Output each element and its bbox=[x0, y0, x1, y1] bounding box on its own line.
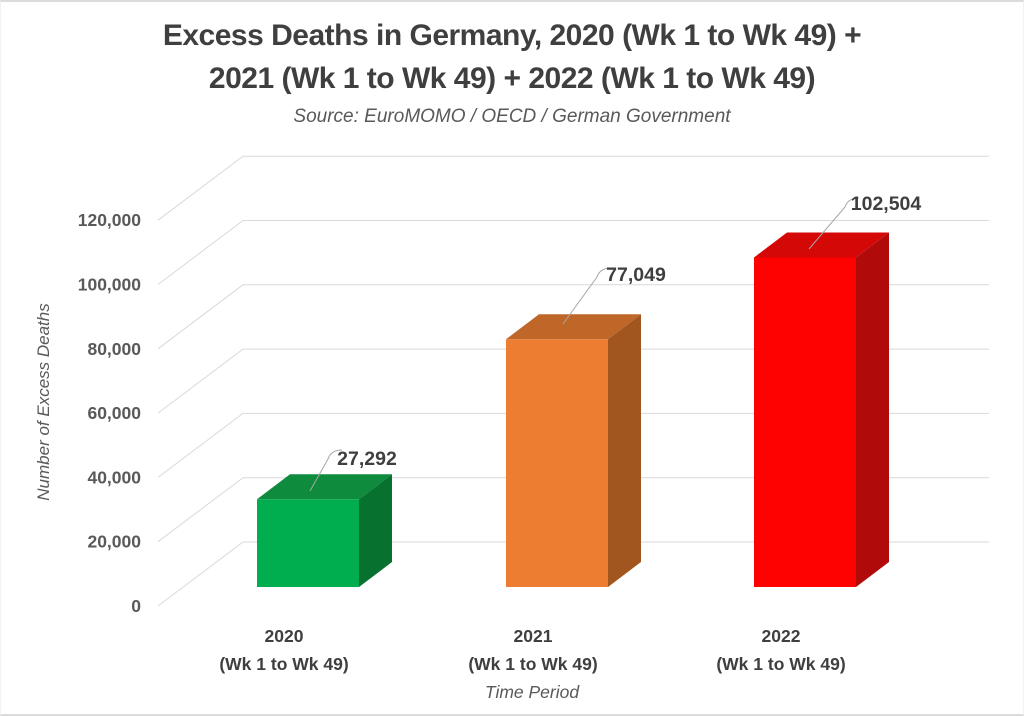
bar-side-2021 bbox=[608, 314, 641, 587]
x-category-year-2021: 2021 bbox=[514, 626, 553, 646]
bar-top-2021 bbox=[506, 314, 641, 340]
x-category-range-2021: (Wk 1 to Wk 49) bbox=[468, 654, 597, 674]
y-tick-label-100000: 100,000 bbox=[78, 275, 142, 295]
data-label-2021: 77,049 bbox=[606, 264, 666, 286]
gridline-120000 bbox=[157, 155, 989, 221]
y-tick-label-60000: 60,000 bbox=[87, 403, 141, 423]
y-tick-label-80000: 80,000 bbox=[87, 339, 141, 359]
x-category-year-2022: 2022 bbox=[762, 626, 801, 646]
bar-side-2022 bbox=[856, 232, 889, 587]
x-axis-title: Time Period bbox=[485, 682, 580, 702]
data-label-leader-2020 bbox=[309, 449, 343, 492]
y-tick-label-120000: 120,000 bbox=[78, 210, 142, 230]
bar-side-2020 bbox=[359, 474, 392, 587]
gridline-60000 bbox=[157, 348, 989, 414]
x-category-range-2020: (Wk 1 to Wk 49) bbox=[219, 654, 348, 674]
data-label-2022: 102,504 bbox=[851, 193, 922, 215]
x-category-year-2020: 2020 bbox=[265, 626, 304, 646]
y-axis-title: Number of Excess Deaths bbox=[34, 303, 53, 501]
chart-source-subtitle: Source: EuroMOMO / OECD / German Governm… bbox=[293, 106, 731, 127]
chart-title: Excess Deaths in Germany, 2020 (Wk 1 to … bbox=[1, 14, 1023, 100]
chart-title-line-2: 2021 (Wk 1 to Wk 49) + 2022 (Wk 1 to Wk … bbox=[208, 62, 816, 95]
x-category-range-2022: (Wk 1 to Wk 49) bbox=[716, 654, 845, 674]
bar-2021 bbox=[506, 339, 608, 587]
data-label-leader-2021 bbox=[562, 267, 612, 325]
data-label-2020: 27,292 bbox=[337, 448, 397, 470]
bar-2020 bbox=[257, 499, 359, 587]
y-tick-label-0: 0 bbox=[131, 596, 141, 616]
gridline-0 bbox=[157, 541, 989, 607]
gridline-20000 bbox=[157, 477, 989, 543]
y-tick-label-40000: 40,000 bbox=[87, 467, 141, 487]
chart-title-line-1: Excess Deaths in Germany, 2020 (Wk 1 to … bbox=[162, 19, 862, 52]
gridline-80000 bbox=[157, 284, 989, 350]
gridline-40000 bbox=[157, 412, 989, 478]
gridline-100000 bbox=[157, 220, 989, 285]
bar-top-2022 bbox=[754, 232, 889, 258]
data-label-leader-2022 bbox=[808, 197, 860, 250]
bar-2022 bbox=[754, 257, 856, 587]
y-tick-label-20000: 20,000 bbox=[87, 532, 141, 552]
bar-top-2020 bbox=[257, 474, 392, 500]
